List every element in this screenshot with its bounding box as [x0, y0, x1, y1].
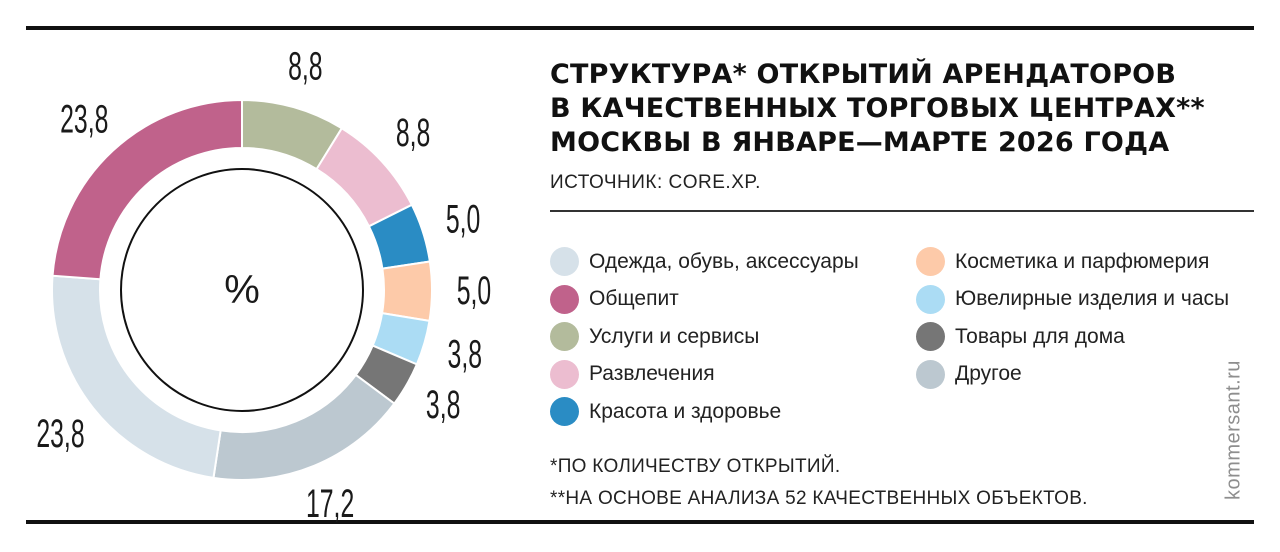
legend-swatch: [550, 397, 579, 427]
slice-value-label: 3,8: [426, 383, 460, 427]
legend-item: Общепит: [550, 281, 859, 319]
legend-label: Одежда, обувь, аксессуары: [589, 249, 859, 273]
top-rule: [26, 26, 1254, 30]
slice-value-label: 8,8: [288, 45, 322, 89]
legend-label: Ювелирные изделия и часы: [955, 287, 1230, 311]
chart-title: СТРУКТУРА* ОТКРЫТИЙ АРЕНДАТОРОВ В КАЧЕСТ…: [550, 58, 1250, 160]
legend-swatch: [550, 247, 579, 277]
bottom-rule: [26, 520, 1254, 524]
title-line-1: СТРУКТУРА* ОТКРЫТИЙ АРЕНДАТОРОВ: [550, 59, 1177, 90]
legend-swatch: [550, 359, 579, 389]
legend-label: Красота и здоровье: [589, 399, 782, 423]
donut-slice: [212, 373, 396, 481]
donut-chart: 8,8 8,8 5,0 5,0 3,8 3,8 17,2 23,8 23,8%: [36, 45, 491, 527]
donut-slice: [380, 260, 433, 323]
legend-column-2: Косметика и парфюмерия Ювелирные изделия…: [916, 243, 1229, 393]
slice-value-label: 3,8: [448, 332, 482, 376]
legend-swatch: [916, 284, 945, 314]
legend-item: Косметика и парфюмерия: [916, 243, 1229, 281]
legend-label: Услуги и сервисы: [589, 324, 760, 348]
legend-swatch: [550, 284, 579, 314]
legend-label: Другое: [955, 362, 1022, 386]
legend-label: Косметика и парфюмерия: [955, 249, 1210, 273]
title-line-2: В КАЧЕСТВЕННЫХ ТОРГОВЫХ ЦЕНТРАХ**: [550, 93, 1205, 124]
donut-slice: [51, 98, 243, 281]
source-note: ИСТОЧНИК: CORE.XP.: [550, 172, 761, 193]
slice-value-label: 23,8: [60, 98, 108, 142]
legend-item: Развлечения: [550, 356, 859, 394]
legend-swatch: [550, 322, 579, 352]
legend-label: Общепит: [589, 287, 679, 311]
footnote-2: **НА ОСНОВЕ АНАЛИЗА 52 КАЧЕСТВЕННЫХ ОБЪЕ…: [550, 488, 1088, 509]
slice-value-label: 5,0: [457, 269, 491, 313]
inner-circle: [120, 168, 364, 412]
slice-value-label: 23,8: [36, 412, 84, 456]
legend-item: Другое: [916, 356, 1229, 394]
legend-label: Развлечения: [589, 362, 715, 386]
title-divider: [550, 210, 1254, 212]
legend-swatch: [916, 359, 945, 389]
legend-item: Товары для дома: [916, 318, 1229, 356]
slice-value-label: 17,2: [306, 482, 354, 526]
legend-item: Красота и здоровье: [550, 393, 859, 431]
legend-column-1: Одежда, обувь, аксессуары Общепит Услуги…: [550, 243, 859, 431]
slice-value-label: 8,8: [396, 111, 430, 155]
slice-value-label: 5,0: [446, 197, 480, 241]
title-line-3: МОСКВЫ В ЯНВАРЕ—МАРТЕ 2026 ГОДА: [550, 127, 1170, 158]
legend-item: Услуги и сервисы: [550, 318, 859, 356]
publisher-credit: kommersant.ru: [1222, 360, 1245, 500]
center-percent-label: %: [224, 268, 260, 312]
legend-swatch: [916, 247, 945, 277]
legend-item: Одежда, обувь, аксессуары: [550, 243, 859, 281]
legend-label: Товары для дома: [955, 324, 1125, 348]
legend-swatch: [916, 322, 945, 352]
footnote-1: *ПО КОЛИЧЕСТВУ ОТКРЫТИЙ.: [550, 456, 841, 477]
legend-item: Ювелирные изделия и часы: [916, 281, 1229, 319]
